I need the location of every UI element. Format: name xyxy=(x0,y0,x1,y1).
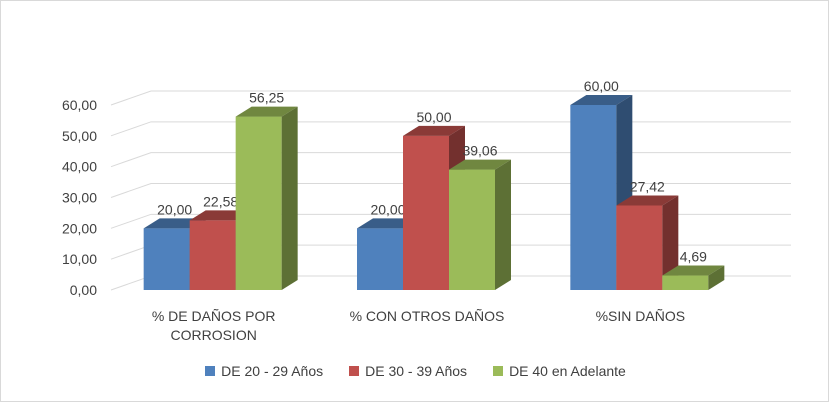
y-tick-label: 10,00 xyxy=(62,251,97,267)
data-label: 50,00 xyxy=(416,109,451,125)
x-category-label: % CON OTROS DAÑOS xyxy=(350,308,505,324)
bar xyxy=(570,105,617,290)
data-label: 39,06 xyxy=(462,143,497,159)
data-label: 27,42 xyxy=(630,178,665,194)
y-tick-label: 0,00 xyxy=(70,282,97,298)
y-tick-label: 60,00 xyxy=(62,97,97,113)
gridline xyxy=(110,90,791,106)
legend-label: DE 20 - 29 Años xyxy=(221,363,324,379)
bar xyxy=(403,135,449,290)
legend-swatch xyxy=(205,366,216,376)
legend-item: DE 40 en Adelante xyxy=(493,363,626,379)
bar xyxy=(143,228,190,290)
bar xyxy=(449,169,495,290)
x-category-label: % DE DAÑOS POR xyxy=(152,308,276,324)
x-category-label: %SIN DAÑOS xyxy=(596,308,685,324)
data-label: 20,00 xyxy=(157,201,192,217)
bar-top xyxy=(662,265,725,276)
bar-top xyxy=(570,95,633,105)
bar-side xyxy=(281,106,298,290)
bar-side xyxy=(662,195,679,290)
legend-swatch xyxy=(349,366,360,376)
y-tick-label: 30,00 xyxy=(62,190,97,206)
bar xyxy=(189,220,236,290)
bar-top xyxy=(449,159,511,170)
bar-side xyxy=(495,159,511,290)
y-tick-label: 40,00 xyxy=(62,159,97,175)
x-category-label: CORROSION xyxy=(170,327,256,343)
legend-label: DE 40 en Adelante xyxy=(509,363,626,379)
y-tick-label: 20,00 xyxy=(62,220,97,236)
chart-canvas: 0,00 10,00 20,00 30,00 40,00 50,00 60,00 20,00 2… xyxy=(62,78,791,343)
bar-top xyxy=(235,106,298,117)
data-label: 20,00 xyxy=(370,201,405,217)
bar-top xyxy=(616,195,679,206)
data-label: 60,00 xyxy=(584,78,619,94)
bar-top xyxy=(403,125,465,136)
y-tick-label: 50,00 xyxy=(62,128,97,144)
legend-item: DE 20 - 29 Años xyxy=(205,363,323,379)
data-label: 22,58 xyxy=(203,193,238,209)
bar-side xyxy=(708,265,725,290)
legend-swatch xyxy=(493,366,504,376)
bar xyxy=(357,228,403,290)
chart-legend: DE 20 - 29 Años DE 30 - 39 Años DE 40 en A… xyxy=(1,359,829,383)
bar xyxy=(662,275,709,290)
legend-item: DE 30 - 39 Años xyxy=(349,363,467,379)
bar xyxy=(616,205,663,290)
legend-label: DE 30 - 39 Años xyxy=(365,363,468,379)
data-label: 4,69 xyxy=(680,249,707,265)
data-label: 56,25 xyxy=(249,90,284,106)
bar xyxy=(235,116,282,290)
